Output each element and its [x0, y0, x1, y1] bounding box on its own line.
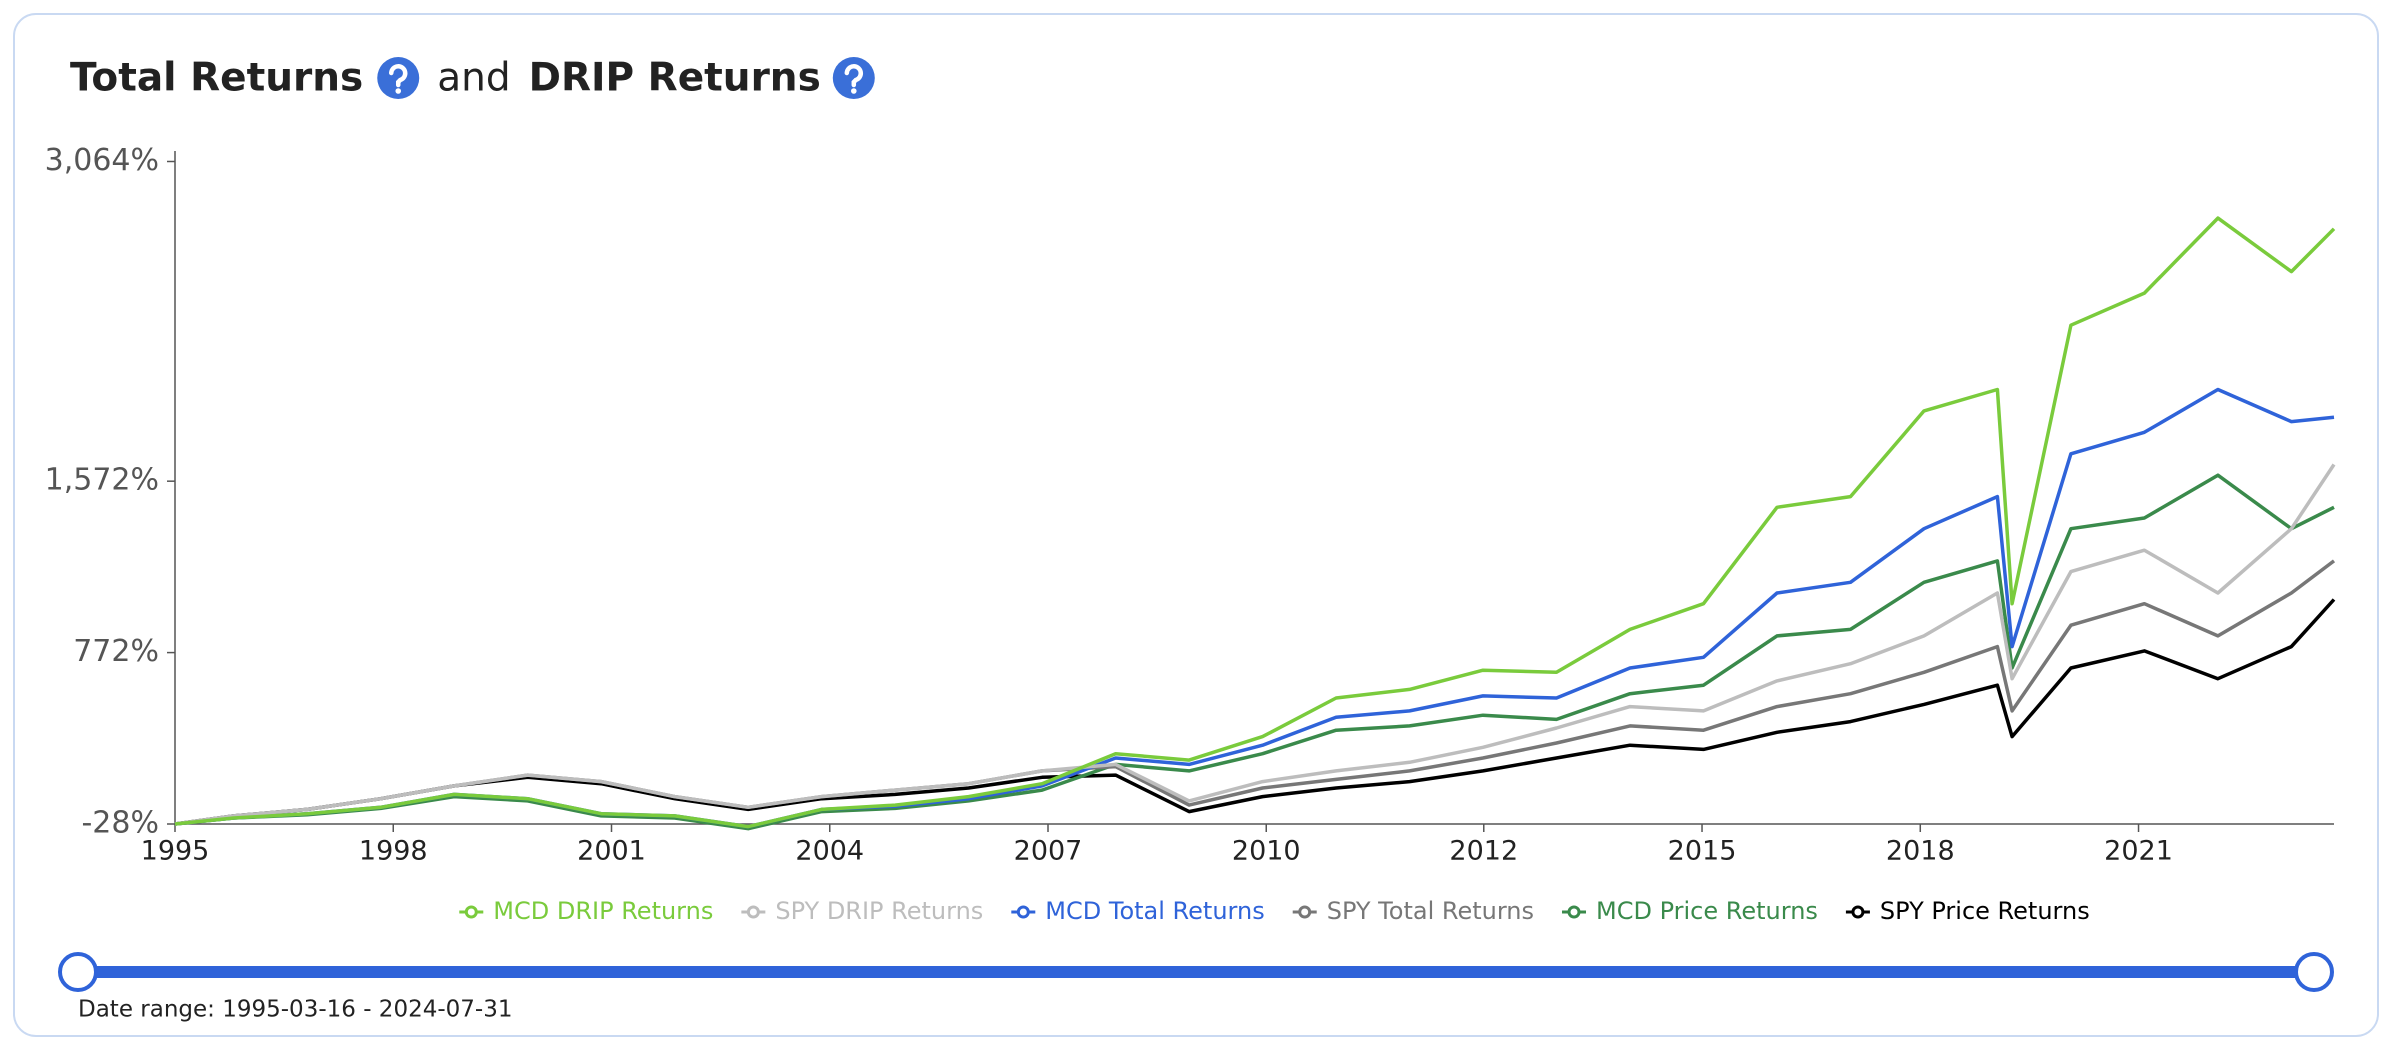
x-tick-label: 2018: [1886, 836, 1955, 867]
help-icon[interactable]: [377, 57, 420, 99]
y-tick-label: 3,064%: [45, 143, 159, 178]
y-tick-label: 772%: [73, 634, 159, 669]
series-line: [174, 598, 2336, 826]
legend-item[interactable]: SPY DRIP Returns: [741, 897, 983, 925]
legend-item[interactable]: SPY Price Returns: [1845, 897, 2090, 925]
x-tick-label: 2021: [2104, 836, 2173, 867]
x-tick-label: 2012: [1449, 836, 1518, 867]
x-tick-label: 1998: [359, 836, 428, 867]
y-tick-label: 1,572%: [45, 463, 159, 498]
legend-label: MCD DRIP Returns: [493, 897, 713, 925]
legend-item[interactable]: SPY Total Returns: [1292, 897, 1534, 925]
legend-label: MCD Price Returns: [1596, 897, 1818, 925]
legend-item[interactable]: MCD DRIP Returns: [459, 897, 713, 925]
legend-label: SPY Total Returns: [1327, 897, 1534, 925]
x-tick-label: 2004: [795, 836, 864, 867]
date-range-label: Date range: 1995-03-16 - 2024-07-31: [78, 997, 512, 1023]
legend-marker: [1298, 905, 1312, 919]
x-tick-label: 2010: [1232, 836, 1301, 867]
title-part: and: [437, 56, 510, 101]
legend-item[interactable]: MCD Price Returns: [1562, 897, 1818, 925]
series-line: [174, 216, 2336, 829]
legend-marker: [746, 905, 760, 919]
series-line: [174, 463, 2336, 826]
legend: MCD DRIP Returns SPY DRIP Returns MCD Tota…: [459, 897, 2090, 925]
legend-marker: [1851, 905, 1865, 919]
x-tick-label: 2001: [577, 836, 646, 867]
slider-handle-start[interactable]: [58, 952, 98, 992]
legend-marker: [1567, 905, 1581, 919]
help-icon[interactable]: [832, 57, 875, 99]
legend-label: MCD Total Returns: [1045, 897, 1264, 925]
legend-marker: [464, 905, 478, 919]
slider-handle-end[interactable]: [2294, 952, 2334, 992]
title-part: Total Returns: [70, 56, 363, 101]
title-part: DRIP Returns: [529, 56, 821, 101]
legend-marker: [1016, 905, 1030, 919]
plot-area: -28% 772% 1,572% 3,064% 1995 1998 2001 2004 2007…: [45, 143, 2336, 867]
card-border: [13, 13, 2379, 1037]
legend-label: SPY DRIP Returns: [775, 897, 983, 925]
x-tick-label: 2015: [1668, 836, 1737, 867]
legend-label: SPY Price Returns: [1880, 897, 2090, 925]
legend-item[interactable]: MCD Total Returns: [1011, 897, 1265, 925]
slider-track: [78, 966, 2314, 978]
y-tick-label: -28%: [81, 806, 159, 841]
x-tick-label: 2007: [1014, 836, 1083, 867]
series-line: [174, 473, 2335, 831]
x-tick-label: 1995: [141, 836, 210, 867]
